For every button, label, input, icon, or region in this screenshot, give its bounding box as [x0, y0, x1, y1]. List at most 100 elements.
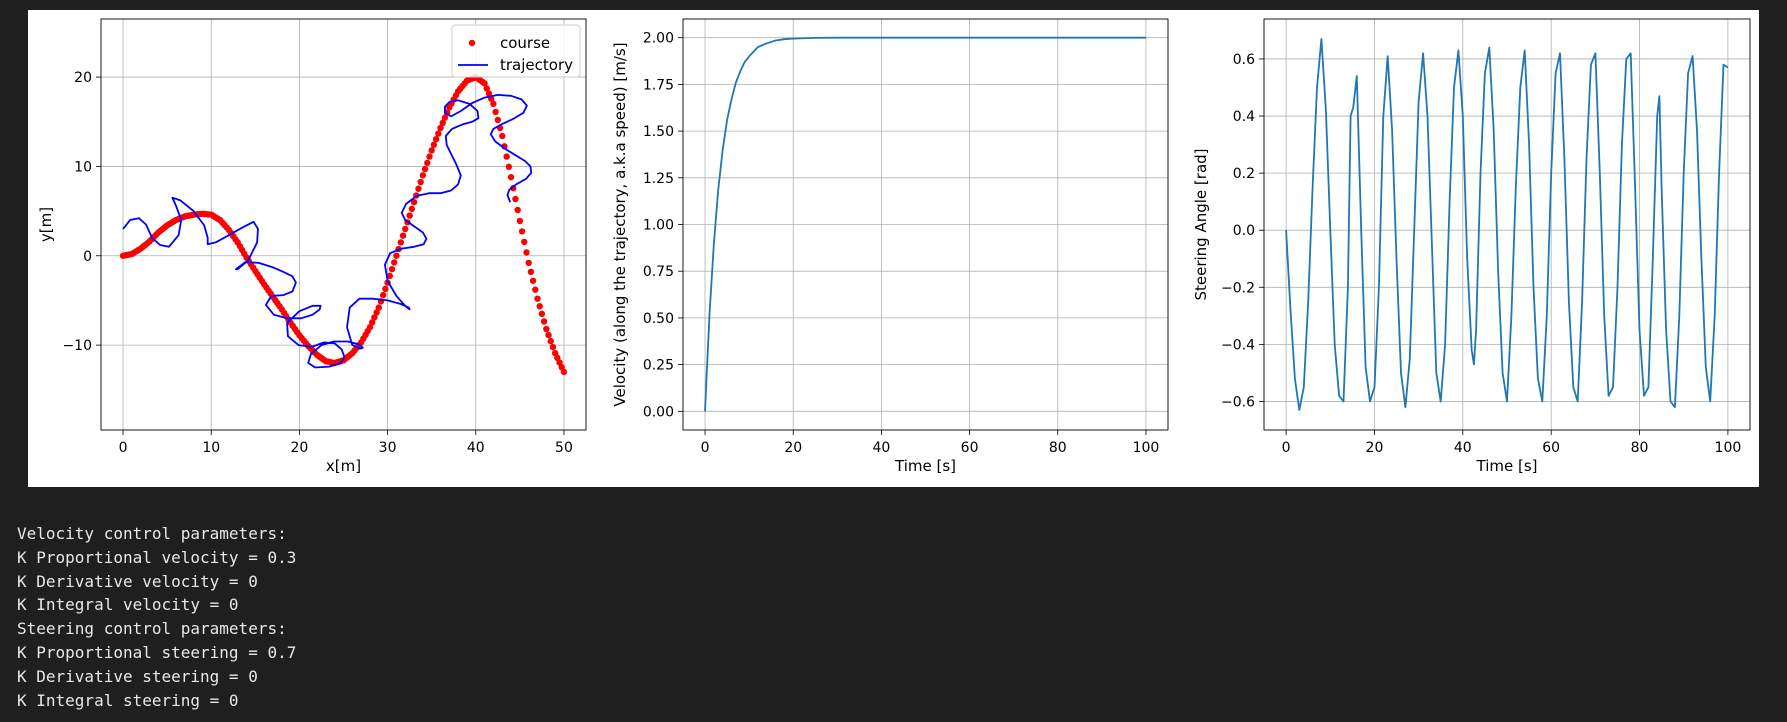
course-point	[483, 85, 490, 92]
course-point	[428, 147, 435, 154]
course-point	[538, 310, 546, 318]
course-point	[499, 132, 506, 140]
course-point	[371, 314, 378, 321]
y-tick-label: 1.75	[643, 77, 674, 93]
output-line: K Derivative velocity = 0	[17, 571, 258, 591]
course-point	[514, 206, 521, 214]
x-tick-label: 40	[872, 440, 890, 456]
legend-label: trajectory	[500, 56, 573, 74]
y-axis-label: y[m]	[37, 207, 55, 242]
x-tick-label: 0	[701, 440, 710, 456]
output-line: Velocity control parameters:	[17, 524, 287, 543]
x-tick-label: 40	[1454, 440, 1472, 456]
x-axis-label: x[m]	[326, 457, 361, 475]
y-tick-label: 0.50	[643, 311, 674, 327]
course-point	[424, 159, 431, 167]
x-tick-label: 20	[784, 440, 802, 456]
course-point	[527, 268, 535, 276]
chart-2: 0 20 40 60 80 100 0.00 0.25 0.50 0.75 1.00 1.25 1.50…	[611, 18, 1169, 475]
course-point	[549, 343, 557, 351]
course-point	[432, 135, 440, 143]
course-point	[379, 291, 387, 299]
y-tick-label: −0.2	[1221, 280, 1255, 296]
x-tick-label: 20	[290, 440, 308, 456]
y-tick-label: 0.6	[1233, 52, 1255, 68]
course-point	[545, 331, 552, 339]
course-point	[397, 239, 405, 246]
plot-area	[119, 73, 568, 376]
y-axis-label: Steering Angle [rad]	[1192, 148, 1210, 300]
course-point	[366, 324, 374, 331]
course-point	[430, 141, 438, 148]
x-tick-label: 60	[1542, 440, 1560, 456]
legend-label: course	[500, 34, 550, 52]
x-tick-label: 60	[961, 440, 979, 456]
y-tick-label: 0.2	[1233, 166, 1255, 182]
course-point	[426, 153, 433, 160]
x-tick-label: 0	[119, 440, 128, 456]
course-point	[419, 172, 427, 179]
course-point	[503, 153, 510, 160]
x-tick-label: 10	[202, 440, 220, 456]
course-point	[386, 272, 393, 280]
course-point	[393, 252, 400, 259]
y-tick-label: 0	[83, 249, 92, 265]
course-point	[373, 309, 380, 316]
course-point	[505, 163, 513, 171]
output-line: K Derivative steering = 0	[17, 666, 258, 686]
figure-canvas: 0 10 20 30 40 50 −10 0 10 20 x[m] y[m] course traject…	[37, 18, 1751, 475]
output-line: K Proportional steering = 0.7	[17, 642, 297, 662]
y-tick-label: 1.00	[643, 218, 674, 234]
course-point	[388, 265, 396, 273]
course-point	[523, 249, 530, 256]
y-tick-label: 1.25	[643, 171, 674, 187]
y-tick-label: 0.0	[1233, 223, 1255, 239]
output-line: K Integral velocity = 0	[17, 595, 239, 615]
figure: 0 10 20 30 40 50 −10 0 10 20 x[m] y[m] course traject…	[28, 10, 1759, 487]
plot-area	[1285, 38, 1729, 411]
x-axis-label: Time [s]	[1476, 457, 1538, 475]
course-point	[494, 116, 502, 124]
y-tick-label: 0.75	[643, 264, 674, 280]
series-1-line	[704, 36, 1146, 412]
y-tick-label: 0.25	[643, 358, 674, 374]
course-point	[529, 277, 537, 284]
output-line: K Integral steering = 0	[17, 690, 239, 710]
course-point	[534, 295, 541, 302]
y-tick-label: 0.00	[643, 404, 674, 420]
x-tick-label: 100	[1133, 440, 1160, 456]
chart-1: 0 10 20 30 40 50 −10 0 10 20 x[m] y[m] course traject…	[37, 18, 587, 475]
course-point	[408, 205, 416, 213]
course-point	[512, 195, 519, 203]
course-point	[481, 80, 488, 87]
course-point	[410, 198, 418, 206]
course-point	[507, 173, 515, 181]
course-point	[532, 286, 539, 293]
trajectory-line	[122, 94, 533, 369]
course-point	[417, 178, 424, 186]
course-point	[521, 238, 528, 246]
axes-frame	[1263, 18, 1751, 431]
course-point	[368, 319, 376, 326]
course-point	[516, 217, 524, 225]
x-tick-label: 100	[1715, 440, 1742, 456]
legend: course trajectory	[451, 24, 581, 78]
course-point	[382, 285, 389, 293]
course-point	[375, 304, 382, 311]
course-point	[518, 228, 526, 235]
course-point	[492, 108, 499, 116]
course-point	[415, 185, 422, 192]
x-tick-label: 80	[1049, 440, 1067, 456]
course-point	[543, 325, 550, 333]
y-axis-label: Velocity (along the trajectory, a.k.a sp…	[611, 42, 629, 406]
course-point	[560, 368, 568, 376]
course-point	[435, 130, 442, 137]
plot-area	[704, 36, 1146, 412]
x-tick-label: 40	[467, 440, 485, 456]
x-tick-label: 20	[1366, 440, 1384, 456]
console-output: Velocity control parameters: K Proportio…	[17, 522, 296, 712]
legend-marker-course	[468, 39, 476, 47]
course-point	[421, 165, 429, 173]
y-tick-label: 20	[74, 70, 92, 86]
course-point	[536, 303, 543, 310]
